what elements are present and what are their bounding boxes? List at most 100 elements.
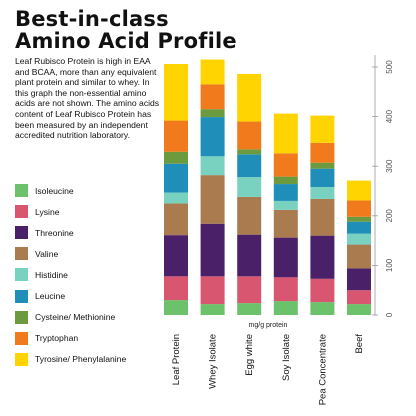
- bar-segment-whey-isolate-tyrosine-phenylalanine: [200, 59, 225, 85]
- legend-swatch: [15, 205, 28, 219]
- legend-item-isoleucine: Isoleucine: [15, 180, 126, 201]
- x-tick-label-pea-concentrate: Pea Concentrate: [317, 334, 328, 405]
- bar-segment-egg-white-threonine: [237, 234, 262, 277]
- bar-segment-egg-white-lysine: [237, 276, 262, 304]
- bar-segment-egg-white-valine: [237, 196, 262, 235]
- legend-item-histidine: Histidine: [15, 264, 126, 285]
- bar-segment-whey-isolate-tryptophan: [200, 84, 225, 110]
- bar-segment-egg-white-tyrosine-phenylalanine: [237, 73, 262, 122]
- bar-segment-whey-isolate-lysine: [200, 276, 225, 305]
- legend-item-valine: Valine: [15, 243, 126, 264]
- legend-label: Histidine: [35, 269, 68, 280]
- legend-label: Isoleucine: [35, 185, 74, 196]
- bar-segment-pea-concentrate-valine: [310, 198, 335, 236]
- bar-segment-beef-lysine: [347, 290, 371, 305]
- bar-segment-soy-isolate-tryptophan: [273, 153, 298, 177]
- bar-segment-whey-isolate-valine: [200, 175, 225, 224]
- title-line-2: Amino Acid Profile: [15, 29, 237, 53]
- bar-segment-beef-valine: [347, 244, 371, 269]
- y-tick-label-0: 0: [385, 312, 394, 317]
- legend-item-tryptophan: Tryptophan: [15, 328, 126, 349]
- legend-item-lysine: Lysine: [15, 201, 126, 222]
- legend-item-threonine: Threonine: [15, 222, 126, 243]
- bar-segment-pea-concentrate-leucine: [310, 168, 335, 188]
- bar-segment-egg-white-cysteine-methionine: [237, 149, 262, 155]
- bar-segment-leaf-protein-valine: [164, 203, 188, 236]
- legend: Isoleucine Lysine Threonine Valine Histidine…: [15, 180, 126, 370]
- y-tick-label-100: 100: [385, 258, 394, 272]
- x-tick-label-whey-isolate: Whey Isolate: [208, 334, 219, 389]
- bar-segment-leaf-protein-threonine: [164, 235, 188, 277]
- bar-segment-whey-isolate-threonine: [200, 223, 225, 277]
- legend-swatch: [15, 226, 28, 240]
- legend-label: Tryptophan: [35, 333, 79, 344]
- legend-label: Valine: [35, 248, 59, 259]
- bar-segment-pea-concentrate-isoleucine: [310, 302, 335, 315]
- bar-segment-soy-isolate-leucine: [273, 184, 298, 201]
- legend-item-tyrosine-phenylalanine: Tyrosine/ Phenylalanine: [15, 349, 126, 370]
- x-tick-label-soy-isolate: Soy Isolate: [281, 334, 292, 381]
- y-tick-label-200: 200: [385, 209, 394, 223]
- title-line-1: Best-in-class: [15, 7, 169, 31]
- bar-segment-beef-tyrosine-phenylalanine: [347, 180, 371, 201]
- legend-swatch: [15, 247, 28, 261]
- y-tick-label-400: 400: [385, 109, 394, 123]
- bar-segment-leaf-protein-tryptophan: [164, 120, 188, 152]
- bar-segment-beef-histidine: [347, 233, 371, 245]
- legend-label: Lysine: [35, 206, 60, 217]
- bar-segment-egg-white-isoleucine: [237, 303, 262, 315]
- bar-segment-whey-isolate-isoleucine: [200, 304, 225, 315]
- legend-label: Tyrosine/ Phenylalanine: [35, 354, 127, 365]
- bar-segment-beef-isoleucine: [347, 304, 371, 315]
- bar-segment-pea-concentrate-threonine: [310, 235, 335, 279]
- bar-segment-leaf-protein-tyrosine-phenylalanine: [164, 64, 188, 121]
- bar-segment-pea-concentrate-cysteine-methionine: [310, 162, 335, 169]
- bar-segment-egg-white-histidine: [237, 177, 262, 197]
- bar-segment-beef-cysteine-methionine: [347, 216, 371, 222]
- bar-segment-soy-isolate-valine: [273, 209, 298, 238]
- chart-title: Best-in-class Amino Acid Profile: [15, 8, 237, 52]
- bar-segment-soy-isolate-histidine: [273, 200, 298, 210]
- x-tick-label-beef: Beef: [354, 334, 365, 354]
- y-tick-label-500: 500: [385, 60, 394, 74]
- x-tick-label-egg-white: Egg white: [244, 334, 255, 376]
- chart-description: Leaf Rubisco Protein is high in EAA and …: [15, 56, 160, 141]
- bar-segment-leaf-protein-isoleucine: [164, 300, 188, 315]
- bar-segment-beef-threonine: [347, 268, 371, 291]
- bar-segment-soy-isolate-cysteine-methionine: [273, 176, 298, 185]
- bar-segment-beef-tryptophan: [347, 200, 371, 217]
- legend-swatch: [15, 289, 28, 303]
- legend-label: Threonine: [35, 227, 74, 238]
- bar-segment-leaf-protein-histidine: [164, 192, 188, 204]
- legend-item-cysteine-methionine: Cysteine/ Methionine: [15, 307, 126, 328]
- bar-segment-whey-isolate-cysteine-methionine: [200, 109, 225, 118]
- bar-segment-whey-isolate-histidine: [200, 156, 225, 176]
- legend-swatch: [15, 331, 28, 345]
- legend-swatch: [15, 268, 28, 282]
- bar-segment-pea-concentrate-tyrosine-phenylalanine: [310, 115, 335, 143]
- bar-segment-egg-white-tryptophan: [237, 121, 262, 150]
- bar-segment-beef-leucine: [347, 221, 371, 234]
- bar-segment-soy-isolate-tyrosine-phenylalanine: [273, 113, 298, 154]
- bar-segment-pea-concentrate-tryptophan: [310, 142, 335, 163]
- legend-swatch: [15, 184, 28, 198]
- x-axis-label: mg/g protein: [249, 322, 288, 329]
- bar-segment-soy-isolate-lysine: [273, 277, 298, 302]
- bar-segment-pea-concentrate-histidine: [310, 187, 335, 199]
- legend-label: Cysteine/ Methionine: [35, 312, 116, 323]
- bar-segment-whey-isolate-leucine: [200, 117, 225, 157]
- legend-item-leucine: Leucine: [15, 285, 126, 306]
- bar-segment-soy-isolate-isoleucine: [273, 301, 298, 315]
- bar-segment-leaf-protein-lysine: [164, 276, 188, 301]
- legend-swatch: [15, 352, 28, 366]
- bar-segment-soy-isolate-threonine: [273, 237, 298, 278]
- legend-swatch: [15, 310, 28, 324]
- bar-segment-egg-white-leucine: [237, 154, 262, 178]
- bar-segment-pea-concentrate-lysine: [310, 278, 335, 303]
- bar-segment-leaf-protein-cysteine-methionine: [164, 151, 188, 164]
- x-tick-label-leaf-protein: Leaf Protein: [171, 334, 182, 385]
- y-tick-label-300: 300: [385, 159, 394, 173]
- legend-label: Leucine: [35, 291, 66, 302]
- bar-segment-leaf-protein-leucine: [164, 163, 188, 193]
